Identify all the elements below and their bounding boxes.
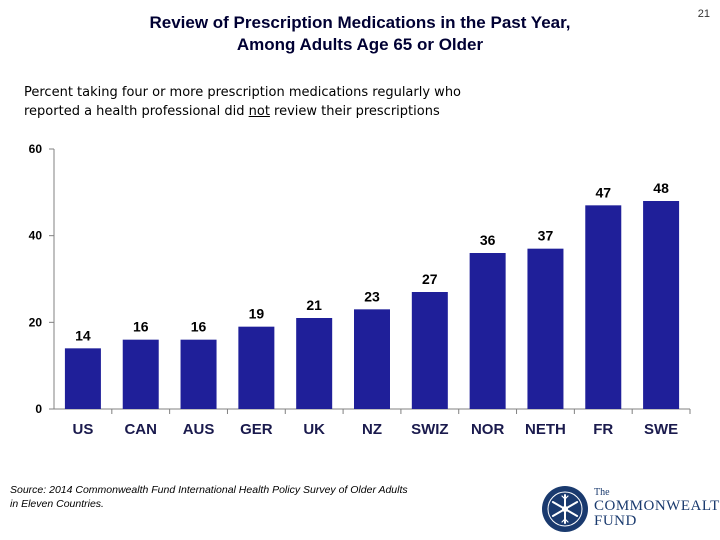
subtitle-line-2-end: review their prescriptions: [269, 103, 440, 119]
x-tick-label: NOR: [471, 421, 505, 438]
y-tick-label: 0: [35, 402, 42, 416]
bar: [296, 318, 333, 409]
commonwealth-fund-logo: The COMMONWEALTH FUND: [540, 484, 720, 534]
data-label: 23: [364, 288, 380, 304]
bar: [122, 339, 159, 409]
source-line-2: in Eleven Countries.: [10, 497, 104, 510]
subtitle-underlined-word: not: [248, 103, 270, 119]
subtitle-line-1: Percent taking four or more prescription…: [24, 85, 462, 100]
chart-title-line-2: Among Adults Age 65 or Older: [236, 35, 484, 55]
x-tick-label: CAN: [124, 421, 157, 438]
logo-org: COMMONWEALTH: [594, 497, 720, 514]
y-tick-label: 20: [29, 315, 43, 329]
logo-wordmark: The COMMONWEALTH FUND: [594, 487, 720, 530]
data-label: 37: [538, 228, 554, 244]
x-tick-label: NZ: [362, 421, 382, 438]
x-tick-label: US: [72, 421, 93, 438]
bar: [585, 205, 622, 409]
data-label: 16: [133, 319, 149, 335]
x-tick-label: AUS: [183, 421, 215, 438]
x-tick-label: SWIZ: [411, 421, 449, 438]
source-line-1: Source: 2014 Commonwealth Fund Internati…: [10, 484, 408, 496]
y-tick-label: 40: [29, 229, 43, 243]
x-tick-label: SWE: [644, 421, 678, 438]
bar: [180, 339, 217, 409]
bar: [411, 292, 448, 409]
x-tick-label: UK: [303, 421, 325, 438]
data-label: 14: [75, 327, 91, 343]
data-label: 16: [191, 319, 207, 335]
data-label: 19: [249, 306, 265, 322]
chart-title: Review of Prescription Medications in th…: [60, 12, 660, 56]
y-tick-label: 60: [29, 142, 43, 156]
bar: [238, 326, 275, 409]
data-label: 21: [306, 297, 322, 313]
chart-title-line-1: Review of Prescription Medications in th…: [149, 13, 571, 32]
page-number: 21: [697, 8, 710, 20]
bar: [527, 248, 564, 409]
data-label: 48: [653, 180, 669, 196]
x-tick-label: NETH: [525, 421, 566, 438]
chart-subtitle: Percent taking four or more prescription…: [24, 84, 584, 122]
logo-the: The: [594, 487, 610, 498]
bar: [643, 201, 680, 409]
x-tick-label: GER: [240, 421, 273, 438]
source-note: Source: 2014 Commonwealth Fund Internati…: [10, 484, 490, 511]
bar: [354, 309, 390, 409]
logo-fund: FUND: [594, 513, 637, 530]
data-label: 36: [480, 232, 496, 248]
x-tick-label: FR: [593, 421, 613, 438]
data-label: 47: [595, 184, 611, 200]
subtitle-line-2: reported a health professional did not r…: [24, 103, 584, 122]
data-label: 27: [422, 271, 438, 287]
snowflake-seal-icon: [542, 486, 588, 532]
bar: [64, 348, 101, 409]
subtitle-line-2-start: reported a health professional did: [24, 103, 249, 119]
bar: [469, 253, 506, 409]
